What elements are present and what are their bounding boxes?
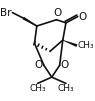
Text: CH₃: CH₃ bbox=[58, 84, 74, 93]
Text: O: O bbox=[60, 60, 69, 70]
Polygon shape bbox=[23, 17, 37, 26]
Polygon shape bbox=[63, 40, 77, 47]
Text: O: O bbox=[53, 8, 61, 18]
Text: O: O bbox=[78, 12, 87, 22]
Text: Br: Br bbox=[0, 8, 12, 18]
Text: CH₃: CH₃ bbox=[29, 84, 46, 93]
Text: O: O bbox=[35, 60, 43, 70]
Text: CH₃: CH₃ bbox=[78, 41, 94, 50]
